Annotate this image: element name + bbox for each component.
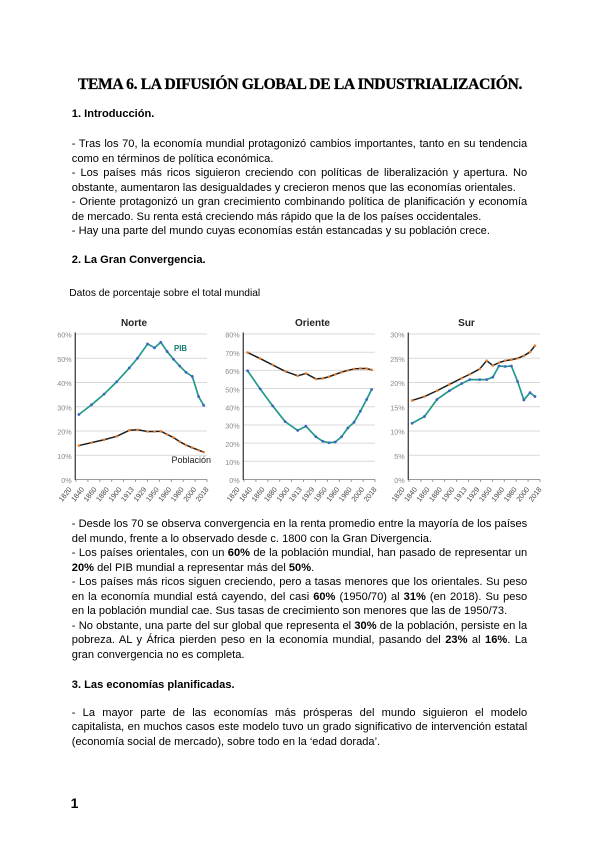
svg-text:0%: 0%	[394, 476, 405, 485]
svg-text:20%: 20%	[225, 440, 240, 449]
svg-text:Sur: Sur	[458, 318, 475, 329]
svg-text:10%: 10%	[390, 428, 405, 437]
svg-text:80%: 80%	[225, 331, 240, 340]
svg-text:2018: 2018	[194, 485, 211, 503]
svg-text:2018: 2018	[527, 485, 544, 503]
svg-text:70%: 70%	[225, 349, 240, 358]
svg-text:5%: 5%	[394, 452, 405, 461]
svg-text:Norte: Norte	[121, 318, 148, 329]
svg-text:60%: 60%	[225, 367, 240, 376]
svg-text:25%: 25%	[390, 355, 405, 364]
svg-text:40%: 40%	[57, 379, 72, 388]
svg-text:30%: 30%	[390, 331, 405, 340]
svg-text:Oriente: Oriente	[295, 318, 330, 329]
svg-text:10%: 10%	[57, 452, 72, 461]
svg-text:30%: 30%	[57, 403, 72, 412]
svg-text:15%: 15%	[390, 403, 405, 412]
svg-text:0%: 0%	[229, 476, 240, 485]
svg-text:2018: 2018	[362, 485, 379, 503]
svg-text:Población: Población	[172, 455, 212, 465]
svg-text:30%: 30%	[225, 422, 240, 431]
svg-text:0%: 0%	[61, 476, 72, 485]
svg-text:PIB: PIB	[174, 344, 187, 353]
svg-text:20%: 20%	[390, 379, 405, 388]
svg-text:50%: 50%	[225, 385, 240, 394]
svg-text:10%: 10%	[225, 458, 240, 467]
svg-text:40%: 40%	[225, 403, 240, 412]
svg-text:50%: 50%	[57, 355, 72, 364]
svg-text:60%: 60%	[57, 331, 72, 340]
svg-text:20%: 20%	[57, 428, 72, 437]
